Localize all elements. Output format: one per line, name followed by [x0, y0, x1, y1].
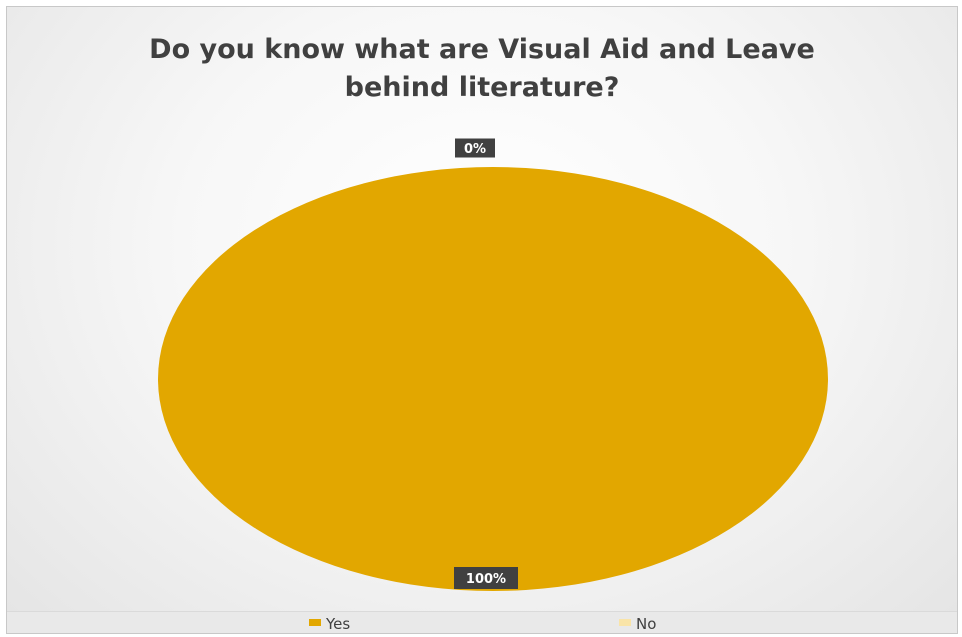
data-label-text-yes: 100% — [466, 572, 506, 587]
pie-slices — [158, 167, 828, 591]
chart-title-line-2: behind literature? — [344, 72, 620, 103]
data-label-yes: 100% — [454, 567, 518, 589]
pie-data-labels: 100% 0% — [454, 138, 518, 589]
chart-title-line-1: Do you know what are Visual Aid and Leav… — [149, 34, 815, 65]
legend-swatch-yes — [309, 619, 321, 626]
data-label-box-no — [455, 138, 495, 158]
pie-plot: 100% 0% — [158, 138, 828, 591]
legend-item-no: No — [619, 615, 656, 633]
legend-item-yes: Yes — [309, 615, 350, 633]
legend-label-no: No — [636, 615, 657, 633]
data-label-text-no: 0% — [464, 142, 486, 157]
chart-title: Do you know what are Visual Aid and Leav… — [7, 31, 957, 107]
legend: Yes No — [7, 611, 957, 633]
legend-swatch-no — [619, 619, 631, 626]
data-label-box-yes — [454, 567, 518, 589]
pie-slice-yes — [158, 167, 828, 591]
data-label-no: 0% — [455, 138, 495, 158]
legend-label-yes: Yes — [326, 615, 351, 633]
chart-area: Do you know what are Visual Aid and Leav… — [6, 6, 958, 634]
